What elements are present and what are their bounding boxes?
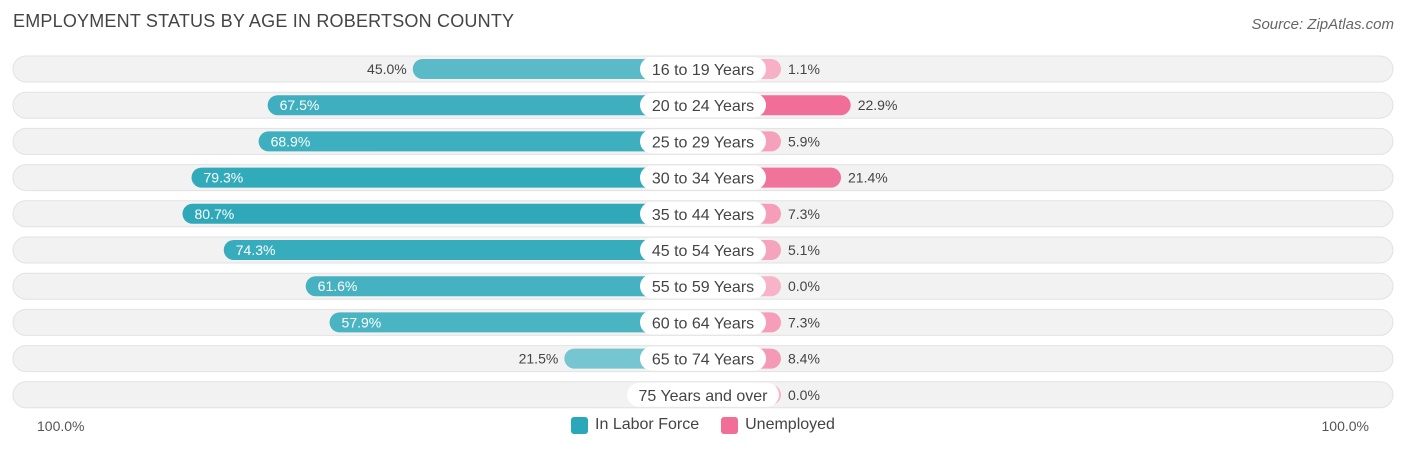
axis-right-label: 100.0% <box>1321 418 1369 434</box>
category-pill <box>640 201 766 226</box>
legend-swatch-unemployed <box>721 416 739 434</box>
value-label-labor-force: 57.9% <box>342 314 382 330</box>
bar-labor-force <box>412 59 703 79</box>
legend-label-labor-force: In Labor Force <box>595 416 700 433</box>
bar-labor-force <box>329 312 703 333</box>
value-label-unemployed: 5.9% <box>788 133 820 149</box>
category-pill <box>640 165 766 190</box>
value-label-unemployed: 8.4% <box>788 351 820 367</box>
bar-labor-force <box>267 95 703 116</box>
value-label-labor-force: 67.5% <box>280 97 320 113</box>
category-label: 75 Years and over <box>639 388 769 405</box>
bar-labor-force <box>223 240 703 260</box>
value-label-unemployed: 22.9% <box>858 97 898 113</box>
value-label-labor-force: 68.9% <box>271 133 311 149</box>
category-label: 35 to 44 Years <box>652 207 754 224</box>
chart-title: EMPLOYMENT STATUS BY AGE IN ROBERTSON CO… <box>13 11 515 31</box>
legend-swatch-labor-force <box>571 416 589 434</box>
legend: In Labor Force Unemployed <box>0 416 1406 434</box>
value-label-labor-force: 80.7% <box>194 206 234 222</box>
value-label-unemployed: 0.0% <box>788 278 820 294</box>
value-label-unemployed: 5.1% <box>788 242 820 258</box>
value-label-unemployed: 21.4% <box>848 170 888 186</box>
value-label-unemployed: 7.3% <box>788 206 820 222</box>
value-label-unemployed: 0.0% <box>788 387 820 403</box>
value-label-unemployed: 1.1% <box>788 61 820 77</box>
category-label: 60 to 64 Years <box>652 315 754 332</box>
category-label: 25 to 29 Years <box>652 134 754 151</box>
category-label: 65 to 74 Years <box>652 352 754 369</box>
value-label-unemployed: 7.3% <box>788 314 820 330</box>
category-pill <box>640 93 766 118</box>
source-credit: Source: ZipAtlas.com <box>1251 16 1394 33</box>
category-pill <box>640 346 766 371</box>
legend-item-labor-force[interactable]: In Labor Force <box>571 416 699 434</box>
category-label: 16 to 19 Years <box>652 62 754 79</box>
value-label-labor-force: 21.5% <box>519 351 559 367</box>
category-label: 55 to 59 Years <box>652 279 754 296</box>
legend-item-unemployed[interactable]: Unemployed <box>721 416 835 434</box>
value-label-labor-force: 45.0% <box>367 61 407 77</box>
value-label-labor-force: 74.3% <box>236 242 276 258</box>
bar-labor-force <box>305 276 703 297</box>
legend-label-unemployed: Unemployed <box>745 416 835 433</box>
category-pill <box>640 57 766 81</box>
value-label-labor-force: 79.3% <box>204 170 244 186</box>
category-pill <box>640 238 766 262</box>
category-label: 20 to 24 Years <box>652 98 754 115</box>
value-label-labor-force: 61.6% <box>318 278 358 294</box>
bar-labor-force <box>191 167 703 188</box>
bar-labor-force <box>258 131 703 152</box>
category-label: 30 to 34 Years <box>652 171 754 188</box>
axis-left-label: 100.0% <box>37 418 85 434</box>
category-pill <box>640 274 766 299</box>
bar-labor-force <box>182 203 704 224</box>
category-label: 45 to 54 Years <box>652 243 754 260</box>
category-pill <box>640 310 766 335</box>
category-pill <box>627 382 779 407</box>
category-pill <box>640 129 766 154</box>
